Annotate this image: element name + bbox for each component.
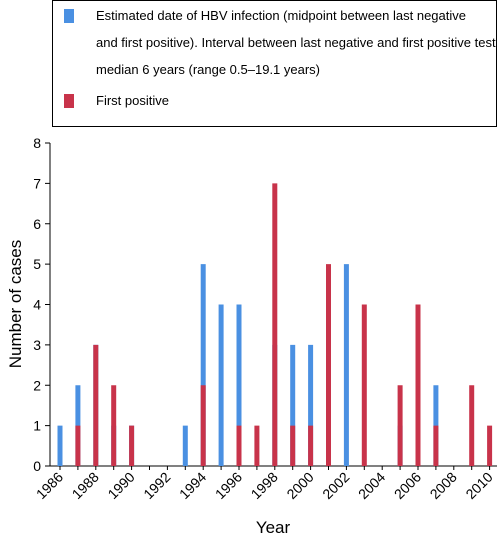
bar-s0-1994	[200, 264, 206, 466]
bar-s1-1990	[129, 425, 135, 466]
legend-label-0-2: median 6 years (range 0.5–19.1 years)	[96, 62, 320, 77]
bar-s0-1993	[182, 425, 188, 466]
legend: Estimated date of HBV infection (midpoin…	[52, 0, 497, 127]
bar-s1-1999	[290, 425, 296, 466]
bar-s0-1999	[290, 344, 296, 466]
x-tick-label-12: 2010	[462, 469, 495, 502]
x-tick-label-2: 1990	[104, 469, 137, 502]
legend-label-1-0: First positive	[96, 93, 169, 108]
y-tick-label-3: 3	[33, 337, 41, 353]
bar-s1-2003	[361, 304, 367, 466]
x-tick-label-3: 1992	[140, 469, 173, 502]
bar-s1-2005	[397, 385, 403, 466]
y-tick-label-6: 6	[33, 216, 41, 232]
bar-s0-1996	[236, 304, 242, 466]
bar-s0-1995	[218, 304, 224, 466]
bar-s1-2007	[433, 425, 439, 466]
y-tick-label-4: 4	[33, 297, 41, 313]
y-tick-label-5: 5	[33, 256, 41, 272]
bar-s0-2002	[343, 264, 349, 466]
y-tick-label-7: 7	[33, 175, 41, 191]
bar-s0-1986	[57, 425, 63, 466]
bar-s1-1987	[75, 425, 81, 466]
bar-s1-2000	[308, 425, 314, 466]
bar-s1-2010	[487, 425, 493, 466]
x-tick-label-7: 2000	[283, 469, 316, 502]
bar-s1-1988	[93, 344, 99, 466]
bar-s1-2001	[326, 264, 331, 466]
legend-label-0-1: and first positive). Interval between la…	[96, 35, 496, 50]
x-tick-label-8: 2002	[319, 469, 352, 502]
y-tick-label-0: 0	[33, 458, 41, 474]
x-tick-label-4: 1994	[176, 469, 209, 502]
bar-s1-1994	[200, 385, 206, 466]
legend-swatch-1	[64, 94, 74, 108]
y-tick-label-2: 2	[33, 377, 41, 393]
bar-s1-2006	[415, 304, 421, 466]
bars	[57, 183, 493, 466]
legend-box	[52, 0, 497, 127]
bar-s1-1996	[236, 425, 242, 466]
x-tick-label-10: 2006	[391, 469, 424, 502]
y-tick-label-1: 1	[33, 418, 41, 434]
series-1	[75, 183, 493, 466]
x-tick-label-1: 1988	[69, 469, 102, 502]
x-tick-label-9: 2004	[355, 469, 388, 502]
bar-s0-2000	[308, 344, 314, 466]
y-axis-title: Number of cases	[6, 240, 25, 369]
legend-swatch-0	[64, 9, 74, 23]
x-axis-title: Year	[256, 518, 291, 537]
x-tick-label-11: 2008	[427, 469, 460, 502]
bar-s1-2009	[469, 385, 475, 466]
x-tick-label-5: 1996	[212, 469, 245, 502]
bar-s1-1997	[254, 425, 260, 466]
x-tick-label-6: 1998	[248, 469, 281, 502]
bar-s1-1989	[111, 385, 117, 466]
y-tick-label-8: 8	[33, 135, 41, 151]
legend-label-0-0: Estimated date of HBV infection (midpoin…	[96, 8, 466, 23]
bar-s1-1998	[272, 183, 278, 466]
